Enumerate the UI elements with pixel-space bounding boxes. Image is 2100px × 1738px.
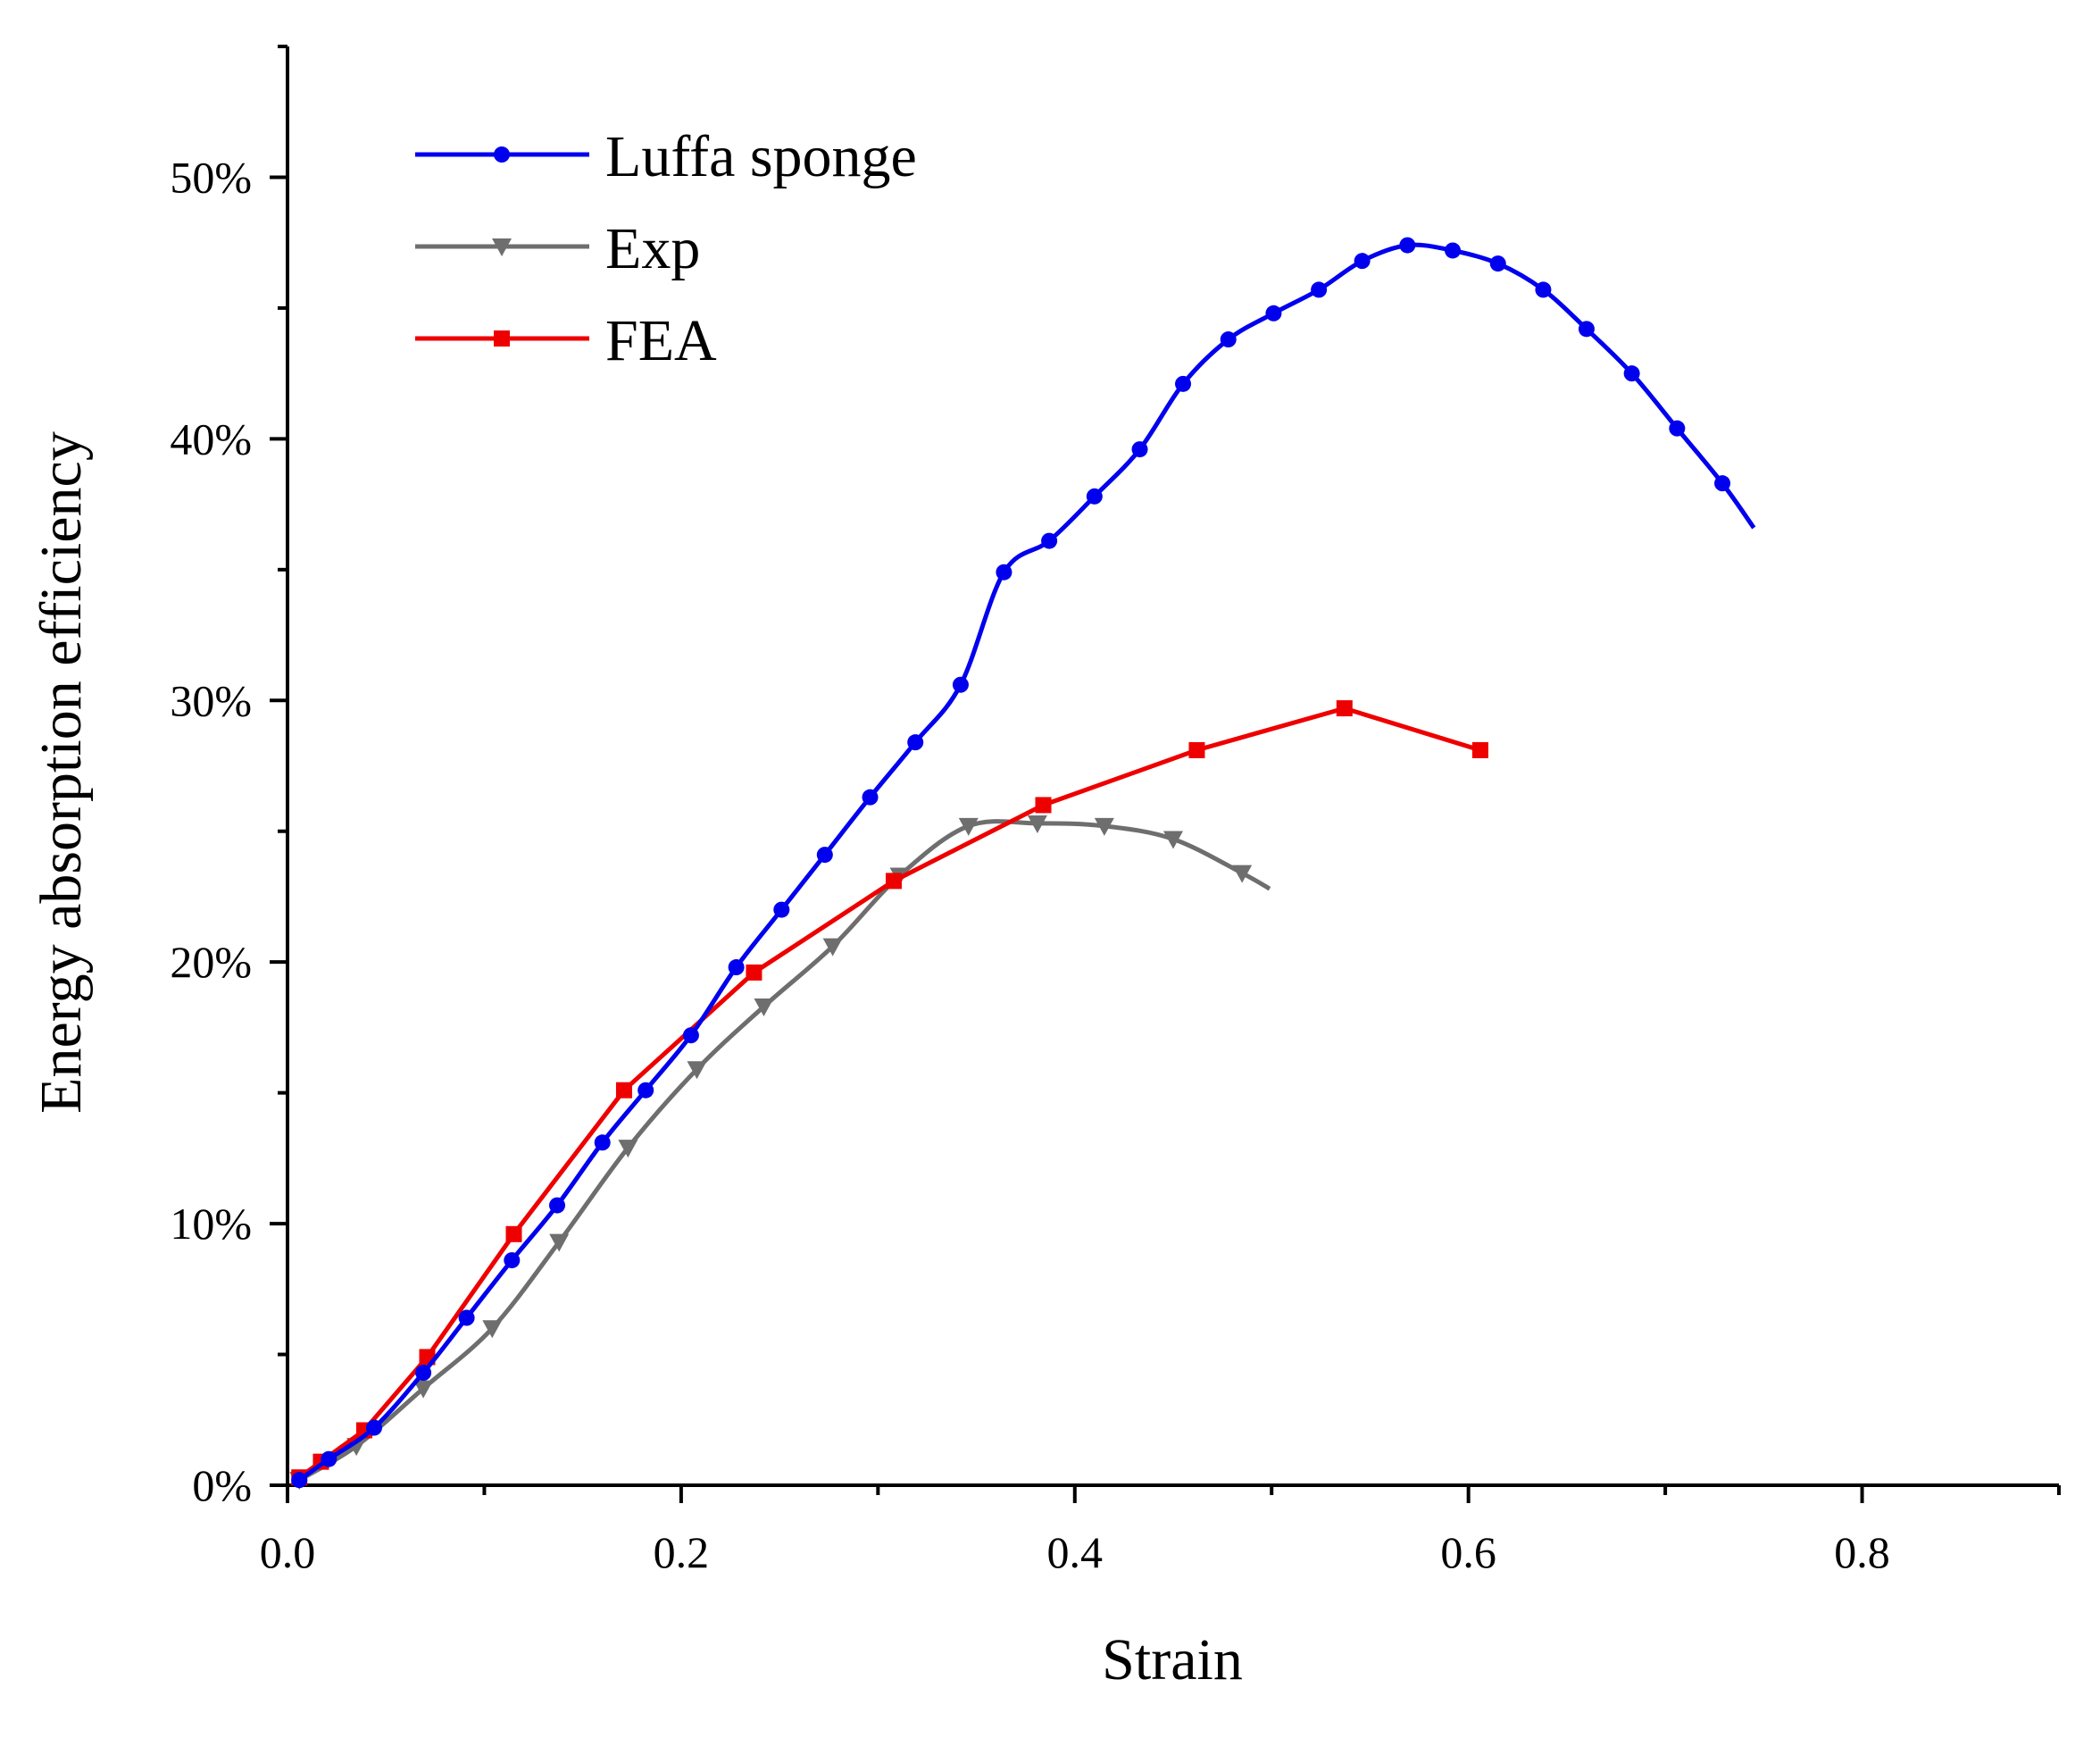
data-point-exp — [687, 1061, 707, 1080]
legend-label-exp: Exp — [605, 216, 700, 281]
data-point-luffa-sponge — [996, 564, 1012, 581]
data-point-luffa-sponge — [365, 1419, 382, 1436]
data-point-luffa-sponge — [816, 847, 833, 864]
data-point-fea — [885, 873, 902, 890]
legend-marker-shape — [494, 330, 510, 347]
y-tick-label: 10% — [170, 1199, 252, 1249]
data-point-exp — [1232, 865, 1253, 883]
series-layer — [289, 237, 1756, 1491]
data-point-exp — [618, 1140, 638, 1158]
data-point-luffa-sponge — [907, 734, 924, 751]
data-point-luffa-sponge — [1445, 242, 1462, 259]
data-point-luffa-sponge — [1354, 253, 1371, 270]
data-point-luffa-sponge — [1623, 365, 1640, 382]
data-point-exp — [1094, 817, 1114, 836]
data-point-exp — [958, 817, 979, 836]
legend-marker-shape — [492, 238, 512, 256]
series-luffa-sponge — [291, 237, 1756, 1489]
data-point-luffa-sponge — [1131, 441, 1148, 458]
y-tick-label: 50% — [170, 152, 252, 202]
data-point-luffa-sponge — [1399, 237, 1416, 254]
data-point-luffa-sponge — [504, 1252, 521, 1269]
data-point-luffa-sponge — [1714, 475, 1731, 492]
data-point-luffa-sponge — [1041, 532, 1058, 549]
data-point-luffa-sponge — [1489, 255, 1506, 272]
legend-marker-exp — [492, 238, 512, 256]
data-point-exp — [1027, 815, 1047, 833]
data-point-luffa-sponge — [1265, 305, 1282, 322]
series-fea — [291, 700, 1488, 1486]
data-point-luffa-sponge — [458, 1309, 475, 1326]
data-point-luffa-sponge — [773, 901, 790, 918]
data-point-luffa-sponge — [728, 959, 745, 976]
data-point-luffa-sponge — [1175, 375, 1192, 392]
data-point-luffa-sponge — [638, 1082, 654, 1099]
data-point-exp — [482, 1320, 503, 1339]
data-point-exp — [1163, 831, 1183, 849]
data-point-exp — [549, 1233, 570, 1252]
data-point-luffa-sponge — [1578, 321, 1595, 338]
data-point-fea — [1471, 741, 1488, 758]
series-line-exp — [297, 819, 1271, 1483]
data-point-luffa-sponge — [1086, 488, 1103, 505]
data-point-luffa-sponge — [415, 1365, 432, 1382]
data-point-luffa-sponge — [952, 676, 969, 693]
data-point-fea — [505, 1225, 522, 1242]
x-tick-label: 0.8 — [1834, 1527, 1890, 1577]
y-axis-title: Energy absorption efficiency — [29, 431, 94, 1114]
data-point-fea — [1035, 797, 1052, 814]
legend-label-luffa-sponge: Luffa sponge — [605, 124, 917, 189]
data-point-luffa-sponge — [594, 1134, 611, 1151]
data-point-luffa-sponge — [549, 1197, 566, 1214]
x-axis-title: Strain — [1102, 1627, 1243, 1692]
data-point-exp — [413, 1380, 434, 1399]
y-tick-label: 30% — [170, 675, 252, 725]
x-tick-label: 0.2 — [654, 1527, 710, 1577]
data-point-fea — [1336, 700, 1353, 717]
data-point-fea — [615, 1082, 632, 1099]
series-line-fea — [297, 706, 1481, 1480]
data-point-luffa-sponge — [1220, 331, 1237, 348]
legend-marker-luffa-sponge — [494, 146, 510, 163]
data-point-luffa-sponge — [321, 1450, 338, 1467]
y-tick-label: 40% — [170, 414, 252, 464]
y-tick-label: 0% — [192, 1460, 252, 1510]
x-tick-label: 0.4 — [1047, 1527, 1104, 1577]
tick-layer: 0.0 0.2 0.4 0.6 0.8 0% 10% 20% 30% 40% 50% — [170, 45, 2061, 1577]
data-point-fea — [1188, 741, 1205, 758]
x-tick-label: 0.0 — [260, 1527, 316, 1577]
legend-marker-shape — [494, 146, 510, 163]
data-point-exp — [822, 938, 843, 957]
data-point-exp — [754, 998, 774, 1016]
data-point-luffa-sponge — [862, 789, 879, 806]
legend-marker-fea — [494, 330, 510, 347]
y-tick-label: 20% — [170, 937, 252, 987]
data-point-luffa-sponge — [1311, 281, 1328, 298]
legend: Luffa sponge Exp FEA — [415, 124, 917, 373]
data-point-luffa-sponge — [1535, 281, 1552, 298]
series-exp — [289, 815, 1271, 1491]
axes-frame — [286, 46, 2059, 1487]
data-point-luffa-sponge — [682, 1027, 699, 1044]
data-point-luffa-sponge — [1669, 420, 1686, 437]
legend-label-fea: FEA — [605, 308, 717, 373]
data-point-fea — [746, 964, 762, 981]
data-point-luffa-sponge — [291, 1472, 308, 1489]
x-tick-label: 0.6 — [1440, 1527, 1496, 1577]
